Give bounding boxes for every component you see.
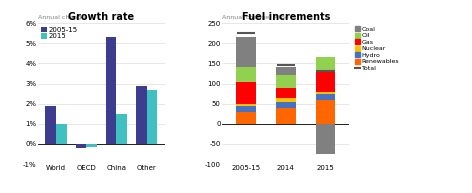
Bar <box>236 104 256 106</box>
Bar <box>276 102 295 108</box>
Bar <box>276 67 295 75</box>
Bar <box>276 108 295 124</box>
Bar <box>315 57 336 71</box>
Bar <box>276 75 295 88</box>
Bar <box>315 124 336 154</box>
Bar <box>236 81 256 104</box>
Title: Growth rate: Growth rate <box>68 12 135 22</box>
Bar <box>147 90 157 144</box>
Bar <box>236 106 256 112</box>
Bar <box>86 144 97 147</box>
Legend: 2005-15, 2015: 2005-15, 2015 <box>41 27 78 39</box>
Bar <box>236 37 256 67</box>
Bar <box>56 124 67 144</box>
Bar <box>136 85 147 144</box>
Bar <box>236 112 256 124</box>
Bar <box>276 88 295 98</box>
Bar <box>76 144 86 148</box>
Text: Annual change, %: Annual change, % <box>38 15 95 20</box>
Bar <box>315 100 336 124</box>
Legend: Coal, Oil, Gas, Nuclear, Hydro, Renewables, Total: Coal, Oil, Gas, Nuclear, Hydro, Renewabl… <box>355 26 399 71</box>
Bar <box>236 67 256 81</box>
Bar <box>117 114 127 144</box>
Bar <box>106 37 117 144</box>
Bar <box>45 106 56 144</box>
Text: Annual change, Mtoe: Annual change, Mtoe <box>222 15 289 20</box>
Bar <box>315 92 336 94</box>
Bar <box>276 98 295 102</box>
Title: Fuel increments: Fuel increments <box>242 12 330 22</box>
Bar <box>315 71 336 92</box>
Bar <box>315 94 336 100</box>
